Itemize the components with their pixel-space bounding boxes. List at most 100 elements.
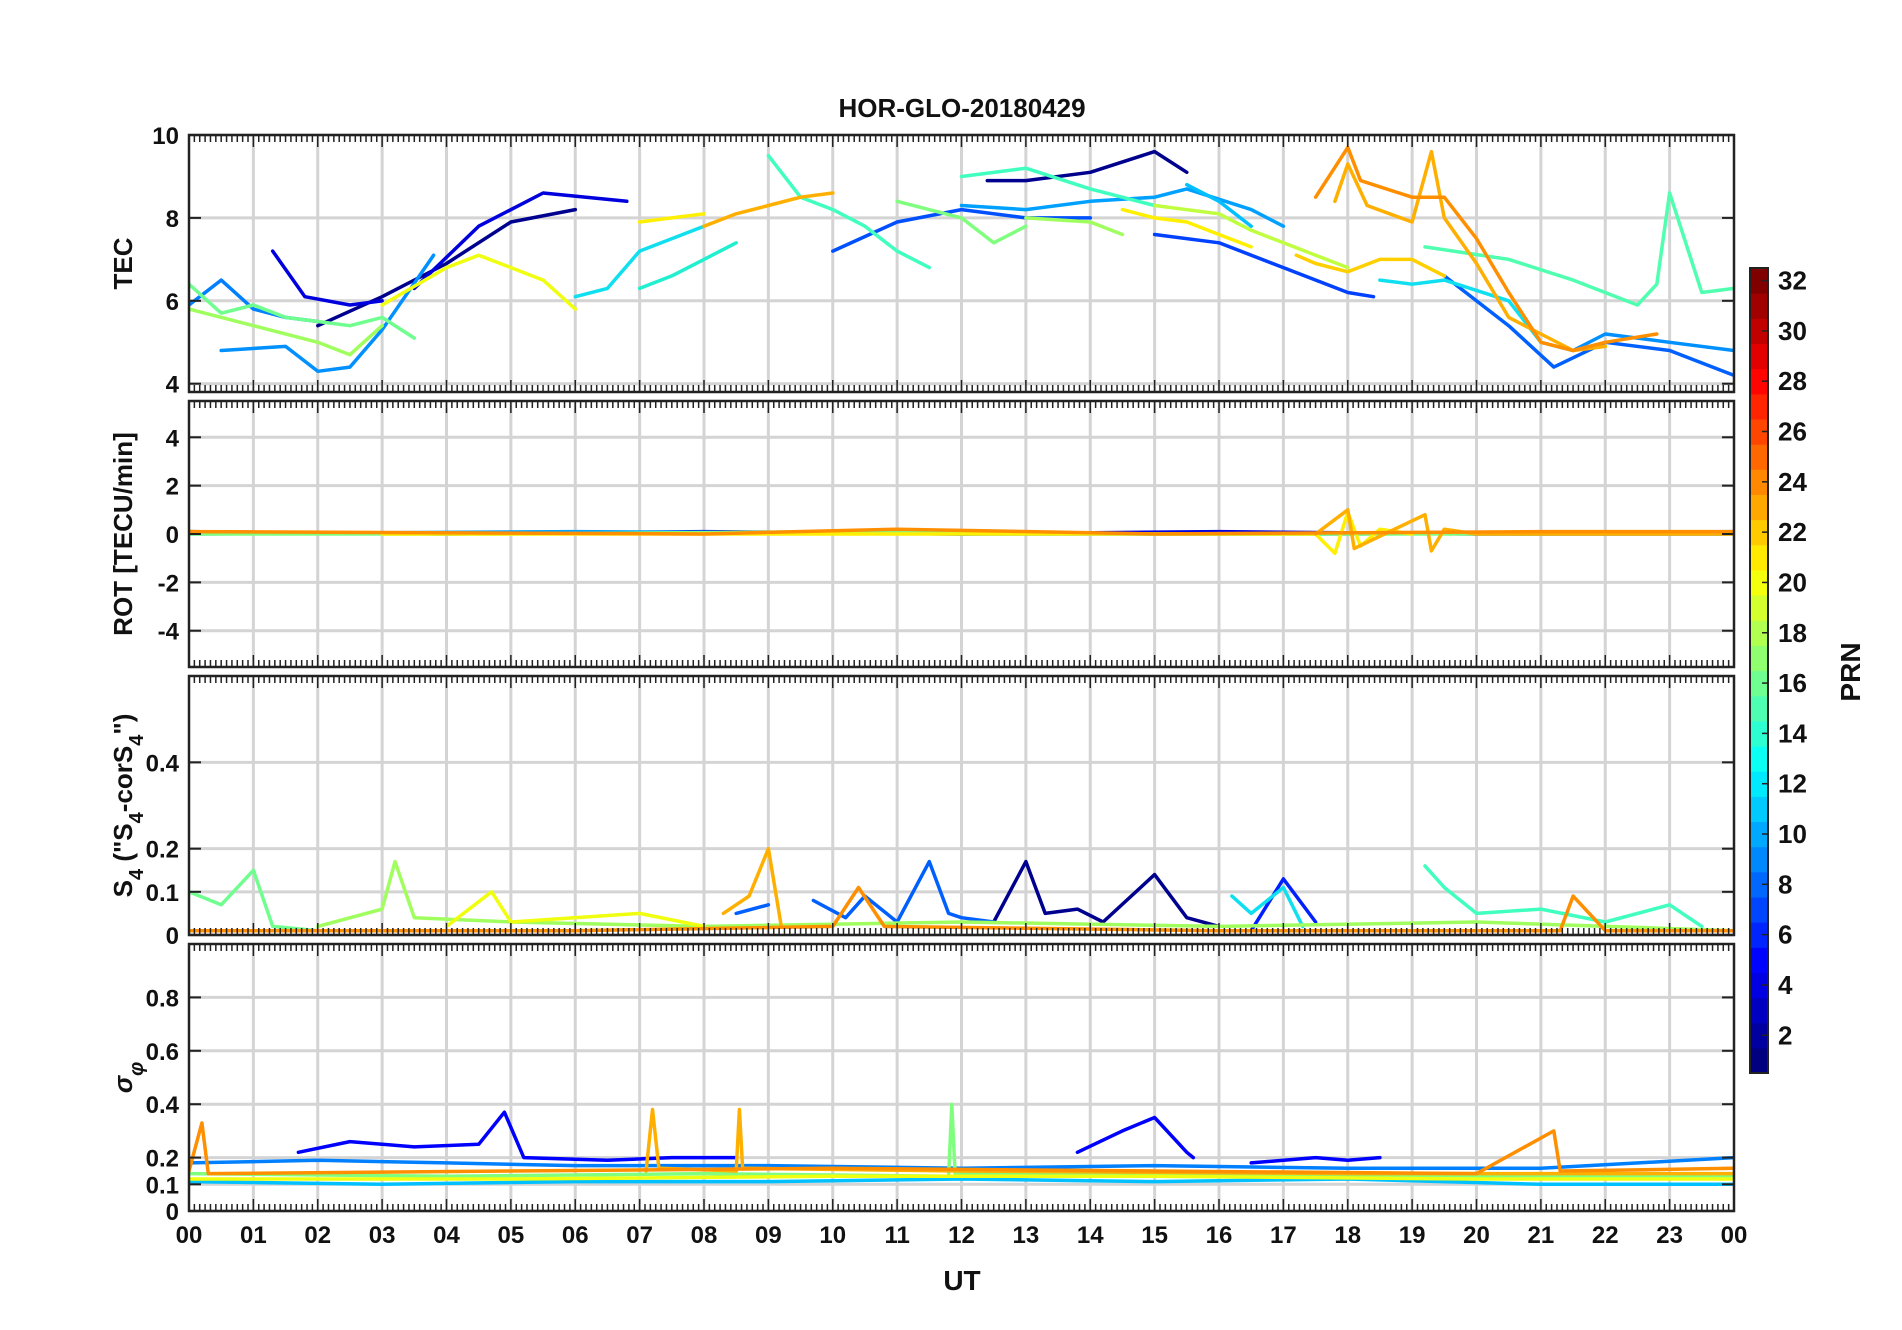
series-line-prn-23: [721, 846, 784, 929]
y-axis-label-part: "): [108, 714, 138, 735]
colorbar-tick-label: 22: [1778, 517, 1807, 547]
series-line-prn-4: [1249, 877, 1318, 933]
series-line-prn-1: [985, 149, 1189, 183]
colorbar-tick-label: 32: [1778, 266, 1807, 296]
colorbar-tick-label: 12: [1778, 769, 1807, 799]
colorbar-swatch: [1750, 343, 1768, 370]
series-group: [189, 508, 1734, 556]
series-line-prn-1: [316, 207, 578, 328]
x-tick-label: 16: [1206, 1222, 1233, 1249]
y-axis-label-part: σ: [108, 1074, 138, 1093]
x-tick-label: 06: [562, 1222, 589, 1249]
series-line-prn-14: [1423, 864, 1704, 929]
y-axis-label-part: -corS: [108, 746, 138, 812]
colorbar-swatch: [1750, 620, 1768, 646]
series-line-prn-16: [189, 868, 320, 933]
series-line-prn-18: [189, 307, 384, 357]
y-tick-label: -2: [158, 570, 179, 597]
colorbar-swatch: [1750, 544, 1768, 571]
series-line-prn-21: [1120, 207, 1253, 249]
series-line-prn-20: [380, 253, 578, 311]
colorbar-swatch: [1750, 418, 1768, 445]
colorbar-swatch: [1750, 695, 1768, 722]
colorbar-tick-label: 16: [1778, 668, 1807, 698]
y-tick-label: -4: [158, 619, 180, 646]
colorbar-swatch: [1750, 972, 1768, 999]
series-line-prn-17: [895, 199, 1028, 245]
y-tick-label: 0.4: [146, 1092, 180, 1119]
x-tick-label: 23: [1656, 1222, 1683, 1249]
y-tick-label: 0.1: [146, 880, 179, 907]
series-line-prn-15: [1423, 191, 1734, 307]
colorbar-tick-label: 28: [1778, 366, 1807, 396]
series-line-prn-7: [811, 859, 996, 924]
y-axis-label-part: ("S: [108, 823, 138, 869]
x-tick-label: 07: [626, 1222, 653, 1249]
series-line-prn-12: [573, 224, 706, 299]
y-tick-label: 8: [166, 206, 179, 233]
series-line-prn-24: [189, 527, 1734, 536]
series-line-prn-22: [1294, 253, 1447, 278]
colorbar-tick-label: 4: [1778, 970, 1793, 1000]
colorbar-swatch: [1750, 645, 1768, 672]
x-axis-label: UT: [943, 1265, 980, 1296]
y-tick-label: 0: [166, 1199, 179, 1226]
colorbar-swatch: [1750, 796, 1768, 823]
colorbar-swatch: [1750, 720, 1768, 747]
series-line-prn-16: [189, 282, 417, 340]
y-axis-label: S4 ("S4-corS4"): [108, 714, 148, 898]
colorbar-swatch: [1750, 444, 1768, 470]
x-tick-label: 11: [884, 1222, 909, 1249]
panel-s4: 00.10.20.4S4 ("S4-corS4"): [108, 674, 1736, 950]
x-tick-label: 04: [433, 1222, 460, 1249]
y-tick-label: 0.2: [146, 1146, 179, 1173]
colorbar-tick-label: 6: [1778, 920, 1792, 950]
colorbar-swatch: [1750, 469, 1768, 496]
series-line-prn-20: [444, 890, 706, 929]
colorbar-swatch: [1750, 519, 1768, 546]
colorbar-tick-label: 20: [1778, 567, 1807, 597]
colorbar-swatch: [1750, 318, 1768, 345]
colorbar-swatch: [1750, 268, 1768, 294]
x-tick-label: 15: [1141, 1222, 1168, 1249]
series-line-prn-5: [1152, 232, 1376, 299]
y-axis-label: ROT [TECU/min]: [108, 432, 138, 636]
y-axis-label-part: φ: [126, 1062, 148, 1076]
series-line-prn-23: [1333, 149, 1608, 353]
y-axis-label-part: S: [108, 880, 138, 897]
x-tick-label: 22: [1592, 1222, 1619, 1249]
colorbar-swatch: [1750, 595, 1768, 621]
panel-sigma_phi: 00.10.2 0.4 0.6 0.8 σφ 00 01 02 03 04 05 06 07 08 09 10…: [108, 942, 1747, 1249]
colorbar-tick-label: 10: [1778, 819, 1807, 849]
y-axis-label-part: 4: [126, 734, 148, 746]
panel-rot: -4 -2 0 2 4 ROT [TECU/min]: [108, 399, 1736, 669]
x-tick-label: 12: [948, 1222, 975, 1249]
y-axis-label: TEC: [108, 237, 138, 289]
series-line-prn-17: [189, 1102, 1734, 1179]
colorbar-tick-label: 18: [1778, 618, 1807, 648]
colorbar-tick-label: 30: [1778, 316, 1807, 346]
series-line-prn-23: [702, 191, 835, 228]
colorbar-swatch: [1750, 947, 1768, 973]
x-tick-label: 21: [1528, 1222, 1555, 1249]
series-line-prn-24: [189, 1121, 1734, 1176]
y-tick-label: 0.6: [146, 1039, 179, 1066]
y-tick-label: 6: [166, 289, 179, 316]
series-line-prn-14: [959, 166, 1157, 208]
y-axis-label-part: 4: [126, 868, 148, 880]
colorbar-swatch: [1750, 821, 1768, 848]
series-line-prn-10: [959, 187, 1286, 228]
colorbar-swatch: [1750, 293, 1768, 319]
colorbar-swatch: [1750, 569, 1768, 596]
x-tick-label: 09: [755, 1222, 782, 1249]
x-tick-label: 14: [1077, 1222, 1104, 1249]
x-tick-label: 08: [691, 1222, 718, 1249]
x-tick-label: 17: [1270, 1222, 1297, 1249]
series-group: [189, 145, 1734, 378]
x-tick-label: 10: [819, 1222, 846, 1249]
series-line-prn-3: [412, 191, 629, 291]
colorbar-swatch: [1750, 896, 1768, 923]
